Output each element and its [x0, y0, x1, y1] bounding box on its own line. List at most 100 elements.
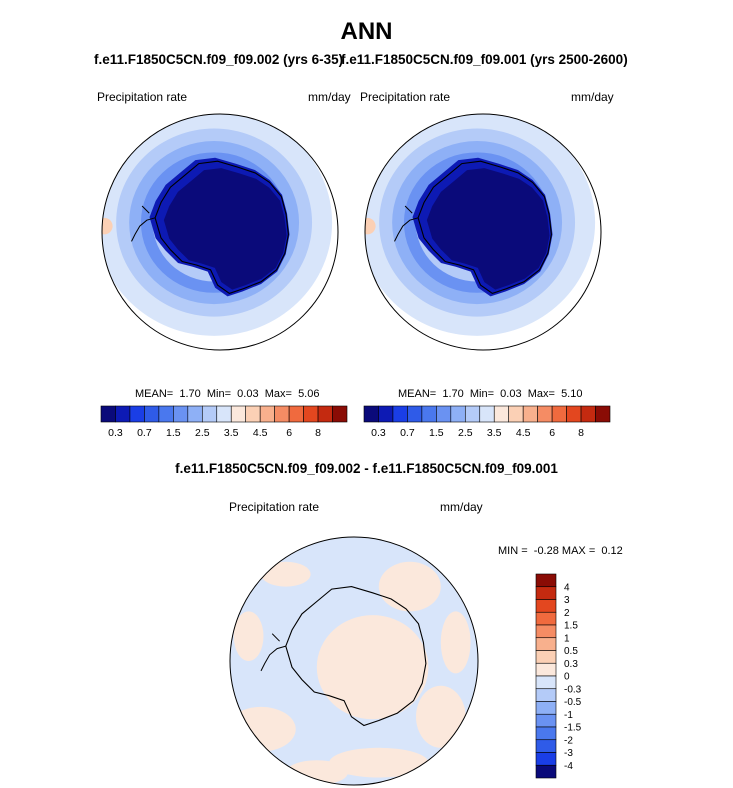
diff-positive-patch	[416, 685, 466, 748]
left-antarctic-interior	[163, 168, 287, 290]
right-colorbar-tick-label: 4.5	[516, 427, 531, 439]
diff-colorbar-tick-label: 1.5	[564, 621, 578, 632]
left-units-label: mm/day	[308, 90, 351, 104]
right-colorbar-tick-label: 8	[578, 427, 584, 439]
right-antarctic-interior	[426, 168, 550, 290]
diff-colorbar-swatch	[535, 713, 557, 728]
right-peninsula	[394, 205, 419, 242]
left-map-border	[101, 113, 339, 351]
diff-positive-patch	[316, 615, 429, 720]
diff-colorbar-tick-label: 3	[564, 595, 570, 606]
left-colorbar-swatch	[201, 405, 218, 423]
diff-positive-patch	[261, 561, 311, 587]
left-colorbar-swatch	[303, 405, 319, 423]
left-mean-value: 1.70	[179, 388, 201, 400]
diff-colorbar-tick-label: -0.5	[564, 697, 582, 708]
left-colorbar-swatch	[245, 405, 261, 423]
diff-colorbar-tick-label: -1.5	[564, 723, 582, 734]
left-min-label: Min=	[206, 388, 232, 400]
right-warm-patch-northeast	[584, 151, 599, 166]
left-max-value: 5.06	[298, 388, 320, 400]
right-colorbar-swatch	[537, 405, 553, 423]
left-fields	[102, 114, 336, 336]
difference-panel-title: f.e11.F1850C5CN.f09_f09.002 - f.e11.F185…	[175, 461, 558, 476]
diff-colorbar-swatch	[535, 726, 557, 741]
left-colorbar-swatch	[115, 405, 131, 423]
diff-colorbar-tick-label: 2	[564, 608, 570, 619]
left-stats: MEAN= 1.70 Min= 0.03 Max= 5.06	[135, 388, 319, 400]
diff-min-label: MIN =	[498, 545, 528, 557]
right-colorbar-swatch	[508, 405, 524, 423]
left-colorbar-tick-label: 3.5	[224, 427, 239, 439]
left-colorbar-tick-label: 0.3	[108, 427, 123, 439]
diff-colorbar-swatch	[535, 637, 557, 651]
diff-colorbar-swatch	[535, 586, 557, 600]
left-precip-map	[101, 113, 339, 351]
right-mean-label: MEAN=	[398, 388, 437, 400]
diff-colorbar-swatch	[535, 764, 557, 779]
left-max-label: Max=	[264, 388, 292, 400]
left-colorbar-tick-label: 0.7	[137, 427, 152, 439]
right-colorbar-tick-label: 3.5	[487, 427, 502, 439]
diff-colorbar-tick-label: 4	[564, 582, 570, 593]
left-colorbar-swatch	[288, 405, 304, 423]
right-panel-title: f.e11.F1850C5CN.f09_f09.001 (yrs 2500-26…	[341, 52, 628, 67]
diff-map-border	[229, 536, 479, 786]
right-colorbar: 0.3 0.7 1.5 2.5 3.5 4.5 6 8	[363, 405, 611, 439]
diff-colorbar-swatch	[535, 688, 557, 702]
left-colorbar-swatch	[259, 405, 275, 423]
right-colorbar-swatch	[392, 405, 408, 423]
left-colorbar-swatch	[216, 405, 232, 423]
right-colorbar-swatch	[479, 405, 495, 423]
left-colorbar-swatch	[100, 405, 116, 423]
right-units-label: mm/day	[571, 90, 614, 104]
left-colorbar-tick-label: 8	[315, 427, 321, 439]
right-map-border	[364, 113, 602, 351]
right-max-label: Max=	[527, 388, 555, 400]
difference-precip-map	[229, 536, 479, 786]
right-colorbar-swatch	[421, 405, 437, 423]
diff-colorbar-swatch	[535, 650, 557, 664]
left-colorbar-swatch	[129, 405, 145, 423]
left-coastline	[154, 160, 289, 295]
left-warm-patch-west	[102, 217, 113, 235]
diff-min-value: -0.28	[533, 545, 559, 557]
left-warm-patch-northeast	[321, 151, 336, 166]
left-colorbar-swatch	[158, 405, 174, 423]
right-colorbar-tick-label: 2.5	[458, 427, 473, 439]
diff-max-label: MAX =	[561, 545, 596, 557]
left-variable-label: Precipitation rate	[97, 90, 188, 104]
right-colorbar-swatch	[551, 405, 567, 423]
right-max-value: 5.10	[561, 388, 583, 400]
right-colorbar-swatch	[566, 405, 582, 423]
right-precip-map	[364, 113, 602, 351]
diff-colorbar-swatch	[535, 662, 557, 677]
diff-colorbar-tick-label: -0.3	[564, 684, 582, 695]
right-fields	[365, 114, 599, 336]
right-colorbar-tick-label: 0.3	[371, 427, 386, 439]
diff-colorbar-swatch	[535, 675, 557, 690]
right-colorbar-swatch	[378, 405, 394, 423]
diff-units-label: mm/day	[440, 500, 483, 514]
diff-fields	[230, 537, 478, 785]
right-mean-value: 1.70	[442, 388, 464, 400]
left-colorbar-swatch	[332, 405, 348, 423]
diff-colorbar-tick-label: -3	[564, 748, 573, 759]
right-colorbar-swatch	[493, 405, 510, 423]
right-stats: MEAN= 1.70 Min= 0.03 Max= 5.10	[398, 388, 582, 400]
diff-peninsula	[260, 633, 286, 672]
right-colorbar-swatch	[363, 405, 379, 423]
left-colorbar-swatch	[187, 405, 203, 423]
diff-coastline	[285, 586, 427, 727]
right-min-label: Min=	[469, 388, 495, 400]
diff-colorbar-swatch	[535, 599, 557, 613]
diff-colorbar-swatch	[535, 611, 557, 626]
diff-positive-patch	[378, 561, 441, 612]
right-min-value: 0.03	[500, 388, 522, 400]
right-colorbar-swatch	[407, 405, 423, 423]
diff-positive-patch	[285, 760, 348, 785]
right-colorbar-swatch	[522, 405, 538, 423]
diff-positive-patch	[329, 747, 429, 778]
left-colorbar-tick-label: 4.5	[253, 427, 268, 439]
right-colorbar-tick-label: 0.7	[400, 427, 415, 439]
